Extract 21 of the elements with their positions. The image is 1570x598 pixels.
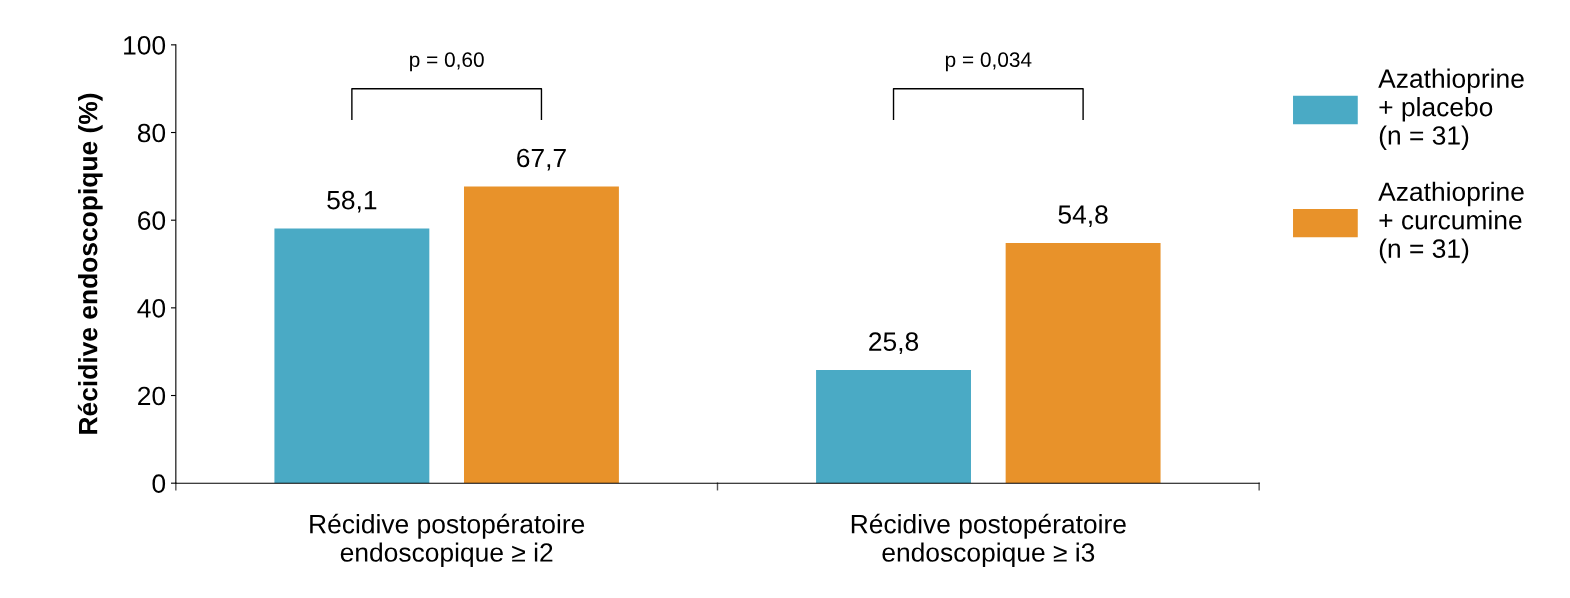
bar — [816, 370, 971, 484]
data-label: 67,7 — [517, 148, 566, 171]
legend-label: Azathioprine + placebo (n = 31) — [1378, 68, 1524, 151]
x-tick-label: Récidive postopératoire endoscopique ≥ i2 — [310, 513, 585, 568]
y-tick-label: 0 — [152, 474, 166, 494]
bar — [274, 228, 430, 484]
y-tick-label: 60 — [138, 211, 166, 231]
data-label: 25,8 — [869, 332, 919, 355]
data-label: 54,8 — [1058, 205, 1108, 227]
y-tick-label: 100 — [124, 35, 166, 55]
bar — [464, 186, 619, 484]
y-tick-label: 40 — [137, 298, 166, 318]
y-axis-title: Récidive endoscopique (%) — [77, 93, 103, 434]
annotation: p = 0,60 — [410, 52, 484, 72]
annotation: p = 0,034 — [945, 52, 1032, 72]
data-label: 58,1 — [327, 190, 377, 213]
y-tick-label: 80 — [137, 123, 166, 143]
y-tick-label: 20 — [138, 386, 166, 406]
x-tick-label: Récidive postopératoire endoscopique ≥ i3 — [851, 513, 1126, 568]
legend-label: Azathioprine + curcumine (n = 31) — [1378, 181, 1524, 264]
bar — [1005, 242, 1161, 484]
